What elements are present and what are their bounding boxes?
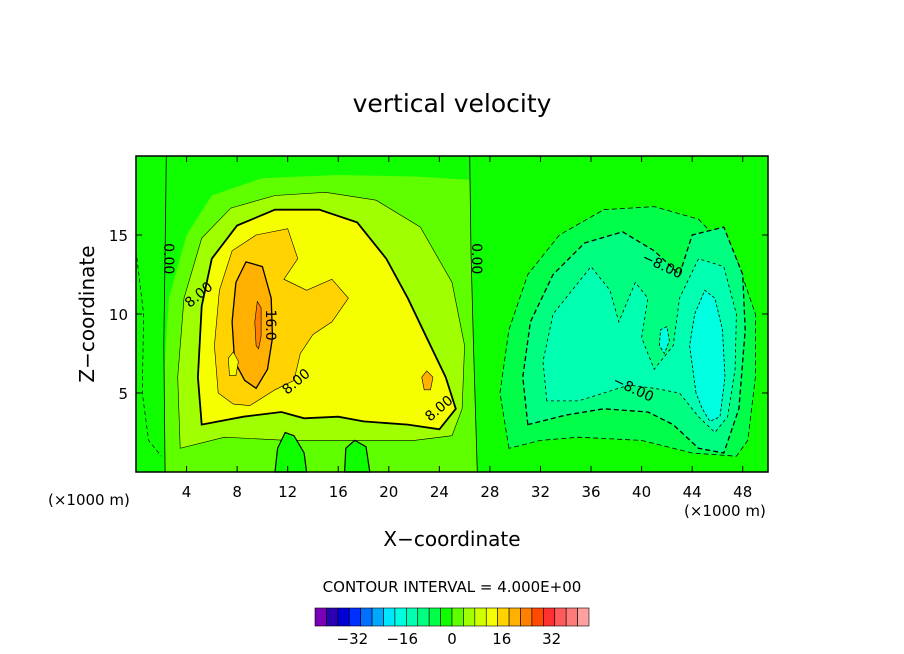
zero-contour-left — [163, 155, 167, 473]
colorbar-swatch — [520, 607, 533, 627]
colorbar-swatch — [451, 607, 464, 627]
colorbar-swatch — [508, 607, 521, 627]
x-tick-label: 32 — [531, 483, 550, 501]
contour-layer — [135, 155, 768, 473]
colorbar-swatch — [440, 607, 453, 627]
x-tick-label: 40 — [632, 483, 651, 501]
x-tick-label: 44 — [683, 483, 702, 501]
neg-contour-left-edge — [135, 250, 162, 457]
contour-band-neg-16 — [689, 289, 726, 422]
x-tick-label: 24 — [430, 483, 449, 501]
colorbar-swatch — [543, 607, 556, 627]
x-tick-label: 4 — [182, 483, 192, 501]
y-tick-label: 5 — [118, 385, 128, 403]
colorbar-tick-label: −32 — [337, 630, 369, 648]
y-axis-ticks: 5 10 15 — [109, 227, 768, 403]
x-tick-label: 12 — [278, 483, 297, 501]
y-tick-label: 10 — [109, 306, 128, 324]
colorbar-swatch — [565, 607, 578, 627]
colorbar-swatch — [314, 607, 327, 627]
colorbar-tick-label: −16 — [386, 630, 418, 648]
colorbar-tick-label: 16 — [492, 630, 511, 648]
colorbar-ticks: −32 −16 0 16 32 — [337, 630, 562, 648]
colorbar-tick-label: 0 — [447, 630, 457, 648]
x-tick-label: 16 — [329, 483, 348, 501]
colorbar-swatch — [394, 607, 407, 627]
contour-band-neg-16b — [658, 325, 670, 355]
y-tick-label: 15 — [109, 227, 128, 245]
zero-contour-middle — [469, 155, 478, 473]
colorbar-swatch — [428, 607, 441, 627]
colorbar-swatch — [383, 607, 396, 627]
contour-band-pos-20 — [254, 300, 262, 350]
colorbar-swatch — [417, 607, 430, 627]
colorbar-tick-label: 32 — [542, 630, 561, 648]
colorbar-swatch — [474, 607, 487, 627]
x-axis-ticks: 4 8 12 16 20 24 28 32 36 40 44 48 — [182, 156, 752, 501]
contour-label: 16.0 — [262, 309, 278, 340]
colorbar-swatch — [497, 607, 510, 627]
x-tick-label: 8 — [232, 483, 242, 501]
chart-title: vertical velocity — [353, 89, 552, 118]
colorbar-swatch — [554, 607, 567, 627]
colorbar-swatch — [485, 607, 498, 627]
contour-band-pos-16 — [231, 261, 274, 390]
x-axis-label: X−coordinate — [383, 527, 520, 551]
colorbar-swatch — [406, 607, 419, 627]
colorbar-swatch — [531, 607, 544, 627]
x-unit-left: (×1000 m) — [48, 491, 130, 509]
y-axis-label: Z−coordinate — [75, 245, 99, 382]
colorbar-swatch — [326, 607, 339, 627]
contour-band-neg-12 — [542, 258, 737, 434]
small-cell-c — [421, 370, 434, 391]
colorbar-swatch — [337, 607, 350, 627]
x-tick-label: 28 — [480, 483, 499, 501]
colorbar-swatch — [348, 607, 361, 627]
small-cell-d — [227, 351, 239, 376]
colorbar-swatch — [463, 607, 476, 627]
x-tick-label: 20 — [379, 483, 398, 501]
contour-label: 0.00 — [160, 243, 176, 274]
colorbar-swatch — [577, 607, 590, 627]
x-tick-label: 48 — [733, 483, 752, 501]
contour-interval: CONTOUR INTERVAL = 4.000E+00 — [323, 578, 582, 596]
contour-label: 0.00 — [468, 243, 484, 274]
x-unit-right: (×1000 m) — [684, 502, 766, 520]
colorbar-swatch — [371, 607, 384, 627]
x-tick-label: 36 — [581, 483, 600, 501]
colorbar — [314, 607, 590, 627]
colorbar-swatch — [360, 607, 373, 627]
